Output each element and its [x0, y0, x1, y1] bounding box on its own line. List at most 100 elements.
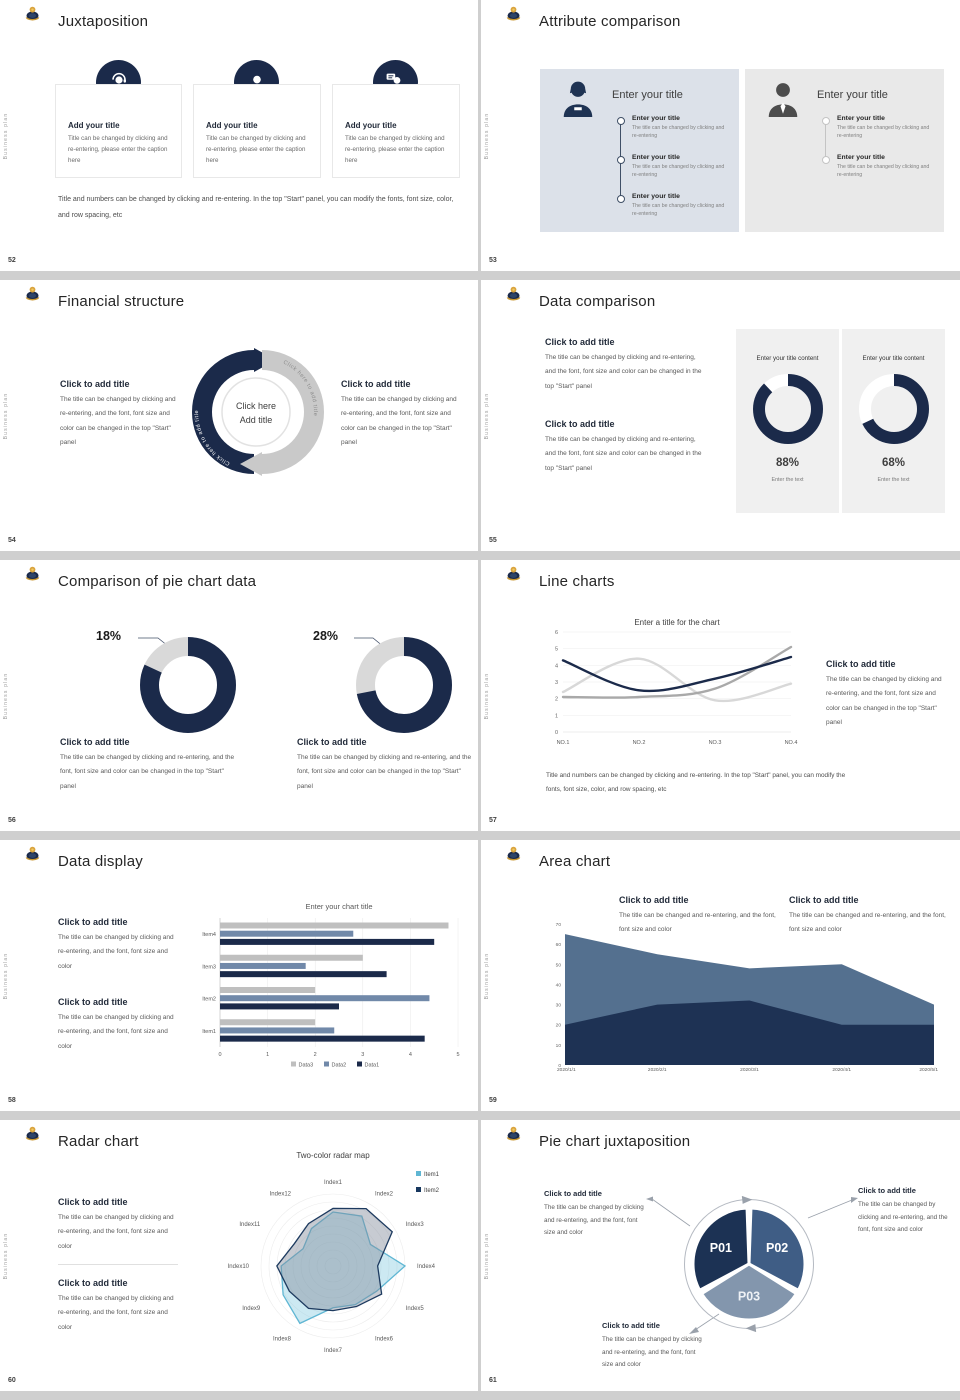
svg-text:P02: P02 [766, 1241, 788, 1255]
svg-text:10: 10 [556, 1043, 562, 1049]
comparison-panel-right: Enter your title Enter your title The ti… [745, 69, 944, 232]
svg-text:Index9: Index9 [242, 1306, 261, 1312]
block-caption: The title can be changed by clicking and… [58, 1014, 174, 1050]
svg-text:NO.1: NO.1 [557, 740, 570, 746]
svg-text:P01: P01 [710, 1241, 732, 1255]
card-title: Add your title [68, 121, 120, 130]
svg-text:NO.2: NO.2 [633, 740, 646, 746]
block-caption: The title can be changed and re-entering… [619, 912, 776, 934]
svg-text:Index12: Index12 [270, 1191, 292, 1197]
slide-title: Attribute comparison [539, 13, 681, 30]
svg-text:2: 2 [314, 1052, 317, 1058]
card-title: Add your title [206, 121, 258, 130]
timeline-item: Enter your title The title can be change… [632, 115, 732, 141]
slide-title: Area chart [539, 853, 611, 870]
svg-text:Index7: Index7 [324, 1348, 343, 1354]
block-title: Click to add title [58, 1197, 128, 1207]
svg-text:Index1: Index1 [324, 1180, 343, 1186]
block-caption: The title can be changed by clicking and… [60, 754, 235, 790]
center-label-line1: Click here [236, 401, 276, 411]
timeline-line [825, 123, 826, 162]
slide-60[interactable]: Business plan Radar chart Click to add t… [0, 1120, 478, 1391]
person-female-icon [563, 81, 593, 117]
card-caption: Enter the text [771, 477, 804, 483]
svg-text:20: 20 [556, 1023, 562, 1029]
kpi-card: Enter your title content 88% Enter the t… [736, 329, 839, 513]
svg-text:3: 3 [361, 1052, 364, 1058]
timeline-item: Enter your title The title can be change… [837, 154, 937, 180]
block-caption: The title can be changed by clicking and… [60, 396, 176, 446]
percent-callout: 18% [96, 629, 122, 643]
block-title: Click to add title [341, 379, 411, 389]
svg-text:Enter your chart title: Enter your chart title [305, 902, 372, 911]
slide-number: 56 [8, 817, 16, 824]
svg-text:2020/3/1: 2020/3/1 [740, 1067, 759, 1072]
donut-chart-68 [842, 374, 945, 449]
sidebar-watermark: Business plan [3, 952, 9, 999]
arrow-left-icon [240, 452, 262, 476]
slide-number: 60 [8, 1377, 16, 1384]
text-block: Click to add title The title can be chan… [602, 1321, 707, 1372]
content-card: Add your title Title can be changed by c… [55, 84, 182, 178]
divider [58, 1264, 178, 1265]
svg-text:Index2: Index2 [375, 1191, 394, 1197]
slide-54[interactable]: Business plan Financial structure Click … [0, 280, 478, 551]
crest-logo-icon [506, 846, 521, 861]
crest-logo-icon [25, 846, 40, 861]
card-caption: Title can be changed by clicking and re-… [206, 135, 306, 165]
block-caption: The title can be changed by clicking and… [297, 754, 472, 790]
text-block: Click to add title The title can be chan… [60, 379, 180, 450]
svg-text:Item4: Item4 [202, 932, 216, 938]
slide-56[interactable]: Business plan Comparison of pie chart da… [0, 560, 478, 831]
card-caption: Title can be changed by clicking and re-… [345, 135, 445, 165]
sidebar-watermark: Business plan [3, 112, 9, 159]
text-block: Click to add title The title can be chan… [544, 1189, 644, 1240]
sidebar-watermark: Business plan [3, 392, 9, 439]
slide-title: Juxtaposition [58, 13, 149, 30]
text-block: Click to add title The title can be chan… [858, 1186, 953, 1237]
svg-text:Index5: Index5 [406, 1306, 425, 1312]
line-chart: Enter a title for the chart 0 1 2 3 4 5 6 NO.1 NO… [543, 616, 798, 753]
sidebar-watermark: Business plan [484, 392, 490, 439]
svg-text:2020/2/1: 2020/2/1 [648, 1067, 667, 1072]
svg-text:Item2: Item2 [424, 1188, 440, 1194]
item-title: Enter your title [837, 115, 885, 122]
bar-chart: Enter your chart title 0 1 2 3 4 5 Item4 Item3 It… [190, 898, 462, 1078]
slide-number: 61 [489, 1377, 497, 1384]
block-caption: The title can be changed by clicking and… [58, 934, 174, 970]
slide-52[interactable]: Business plan Juxtaposition Add your ti [0, 0, 478, 271]
svg-text:2020/5/1: 2020/5/1 [919, 1067, 938, 1072]
item-title: Enter your title [632, 115, 680, 122]
card-heading: Enter your title content [756, 355, 819, 362]
radar-chart: Two-color radar map Index1 Index2 Index3 Ind… [210, 1146, 465, 1366]
donut-chart-18 [140, 637, 236, 738]
block-title: Click to add title [297, 737, 367, 747]
svg-text:Index4: Index4 [417, 1264, 436, 1270]
percent-value: 88% [775, 457, 800, 469]
connector-line [646, 1196, 691, 1227]
slide-53[interactable]: Business plan Attribute comparison Enter… [481, 0, 960, 271]
slide-number: 53 [489, 257, 497, 264]
cycle-diagram: Click here to add title Click here to ad… [192, 348, 324, 476]
block-title: Click to add title [602, 1321, 660, 1330]
text-block: Click to add title The title can be chan… [545, 337, 703, 394]
block-caption: The title can be changed by clicking and… [858, 1201, 948, 1234]
svg-text:NO.3: NO.3 [709, 740, 722, 746]
slide-61[interactable]: Business plan Pie chart juxtaposition Cl… [481, 1120, 960, 1391]
connector-line [689, 1313, 720, 1334]
slide-58[interactable]: Business plan Data display Click to add … [0, 840, 478, 1111]
block-title: Click to add title [545, 337, 615, 347]
slide-footer-text: Title and numbers can be changed by clic… [546, 772, 846, 794]
text-block: Click to add title The title can be chan… [341, 379, 461, 450]
item-caption: The title can be changed by clicking and… [632, 124, 725, 140]
slide-59[interactable]: Business plan Area chart Click to add ti… [481, 840, 960, 1111]
svg-text:30: 30 [556, 1003, 562, 1009]
slide-57[interactable]: Business plan Line charts Enter a title … [481, 560, 960, 831]
item-caption: The title can be changed by clicking and… [837, 124, 930, 140]
svg-text:0: 0 [218, 1052, 221, 1058]
slide-55[interactable]: Business plan Data comparison Click to a… [481, 280, 960, 551]
block-caption: The title can be changed by clicking and… [544, 1204, 644, 1237]
sidebar-watermark: Business plan [3, 672, 9, 719]
svg-text:40: 40 [556, 982, 562, 988]
